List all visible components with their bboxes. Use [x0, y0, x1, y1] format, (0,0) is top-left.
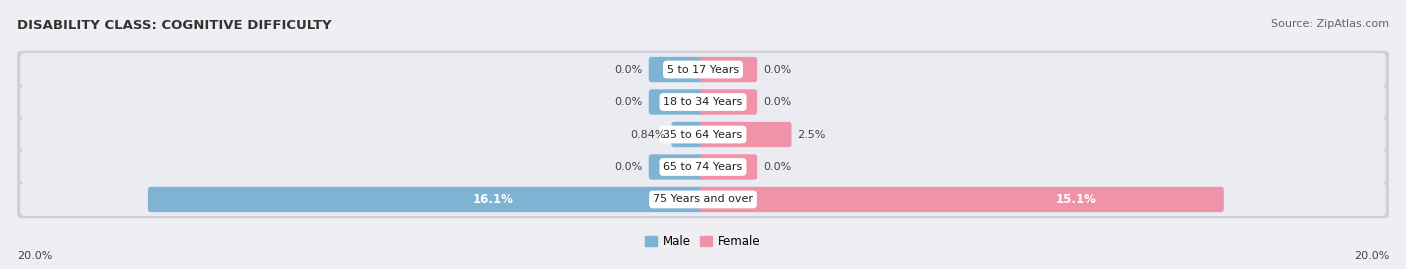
Text: 16.1%: 16.1%: [472, 193, 513, 206]
FancyBboxPatch shape: [20, 150, 1386, 183]
FancyBboxPatch shape: [700, 122, 792, 147]
Text: 0.0%: 0.0%: [763, 162, 792, 172]
FancyBboxPatch shape: [20, 183, 1386, 216]
Text: 0.0%: 0.0%: [614, 162, 643, 172]
FancyBboxPatch shape: [20, 118, 1386, 151]
FancyBboxPatch shape: [20, 53, 1386, 86]
FancyBboxPatch shape: [15, 116, 1391, 153]
Text: 20.0%: 20.0%: [17, 251, 52, 261]
FancyBboxPatch shape: [148, 187, 706, 212]
FancyBboxPatch shape: [15, 83, 1391, 121]
FancyBboxPatch shape: [648, 57, 706, 82]
Text: 0.0%: 0.0%: [614, 97, 643, 107]
FancyBboxPatch shape: [15, 51, 1391, 89]
FancyBboxPatch shape: [20, 86, 1386, 119]
Text: 15.1%: 15.1%: [1056, 193, 1097, 206]
FancyBboxPatch shape: [672, 122, 706, 147]
Text: DISABILITY CLASS: COGNITIVE DIFFICULTY: DISABILITY CLASS: COGNITIVE DIFFICULTY: [17, 19, 332, 32]
Text: 0.0%: 0.0%: [763, 97, 792, 107]
Text: 18 to 34 Years: 18 to 34 Years: [664, 97, 742, 107]
FancyBboxPatch shape: [648, 154, 706, 180]
Text: 35 to 64 Years: 35 to 64 Years: [664, 129, 742, 140]
FancyBboxPatch shape: [15, 148, 1391, 186]
Text: 65 to 74 Years: 65 to 74 Years: [664, 162, 742, 172]
FancyBboxPatch shape: [700, 187, 1223, 212]
Text: 5 to 17 Years: 5 to 17 Years: [666, 65, 740, 75]
Text: 0.84%: 0.84%: [630, 129, 665, 140]
Text: 0.0%: 0.0%: [614, 65, 643, 75]
Text: 2.5%: 2.5%: [797, 129, 825, 140]
Text: Source: ZipAtlas.com: Source: ZipAtlas.com: [1271, 19, 1389, 29]
FancyBboxPatch shape: [700, 154, 758, 180]
FancyBboxPatch shape: [700, 57, 758, 82]
Text: 0.0%: 0.0%: [763, 65, 792, 75]
Text: 20.0%: 20.0%: [1354, 251, 1389, 261]
FancyBboxPatch shape: [15, 180, 1391, 218]
FancyBboxPatch shape: [700, 89, 758, 115]
Text: 75 Years and over: 75 Years and over: [652, 194, 754, 204]
FancyBboxPatch shape: [648, 89, 706, 115]
Legend: Male, Female: Male, Female: [641, 230, 765, 253]
